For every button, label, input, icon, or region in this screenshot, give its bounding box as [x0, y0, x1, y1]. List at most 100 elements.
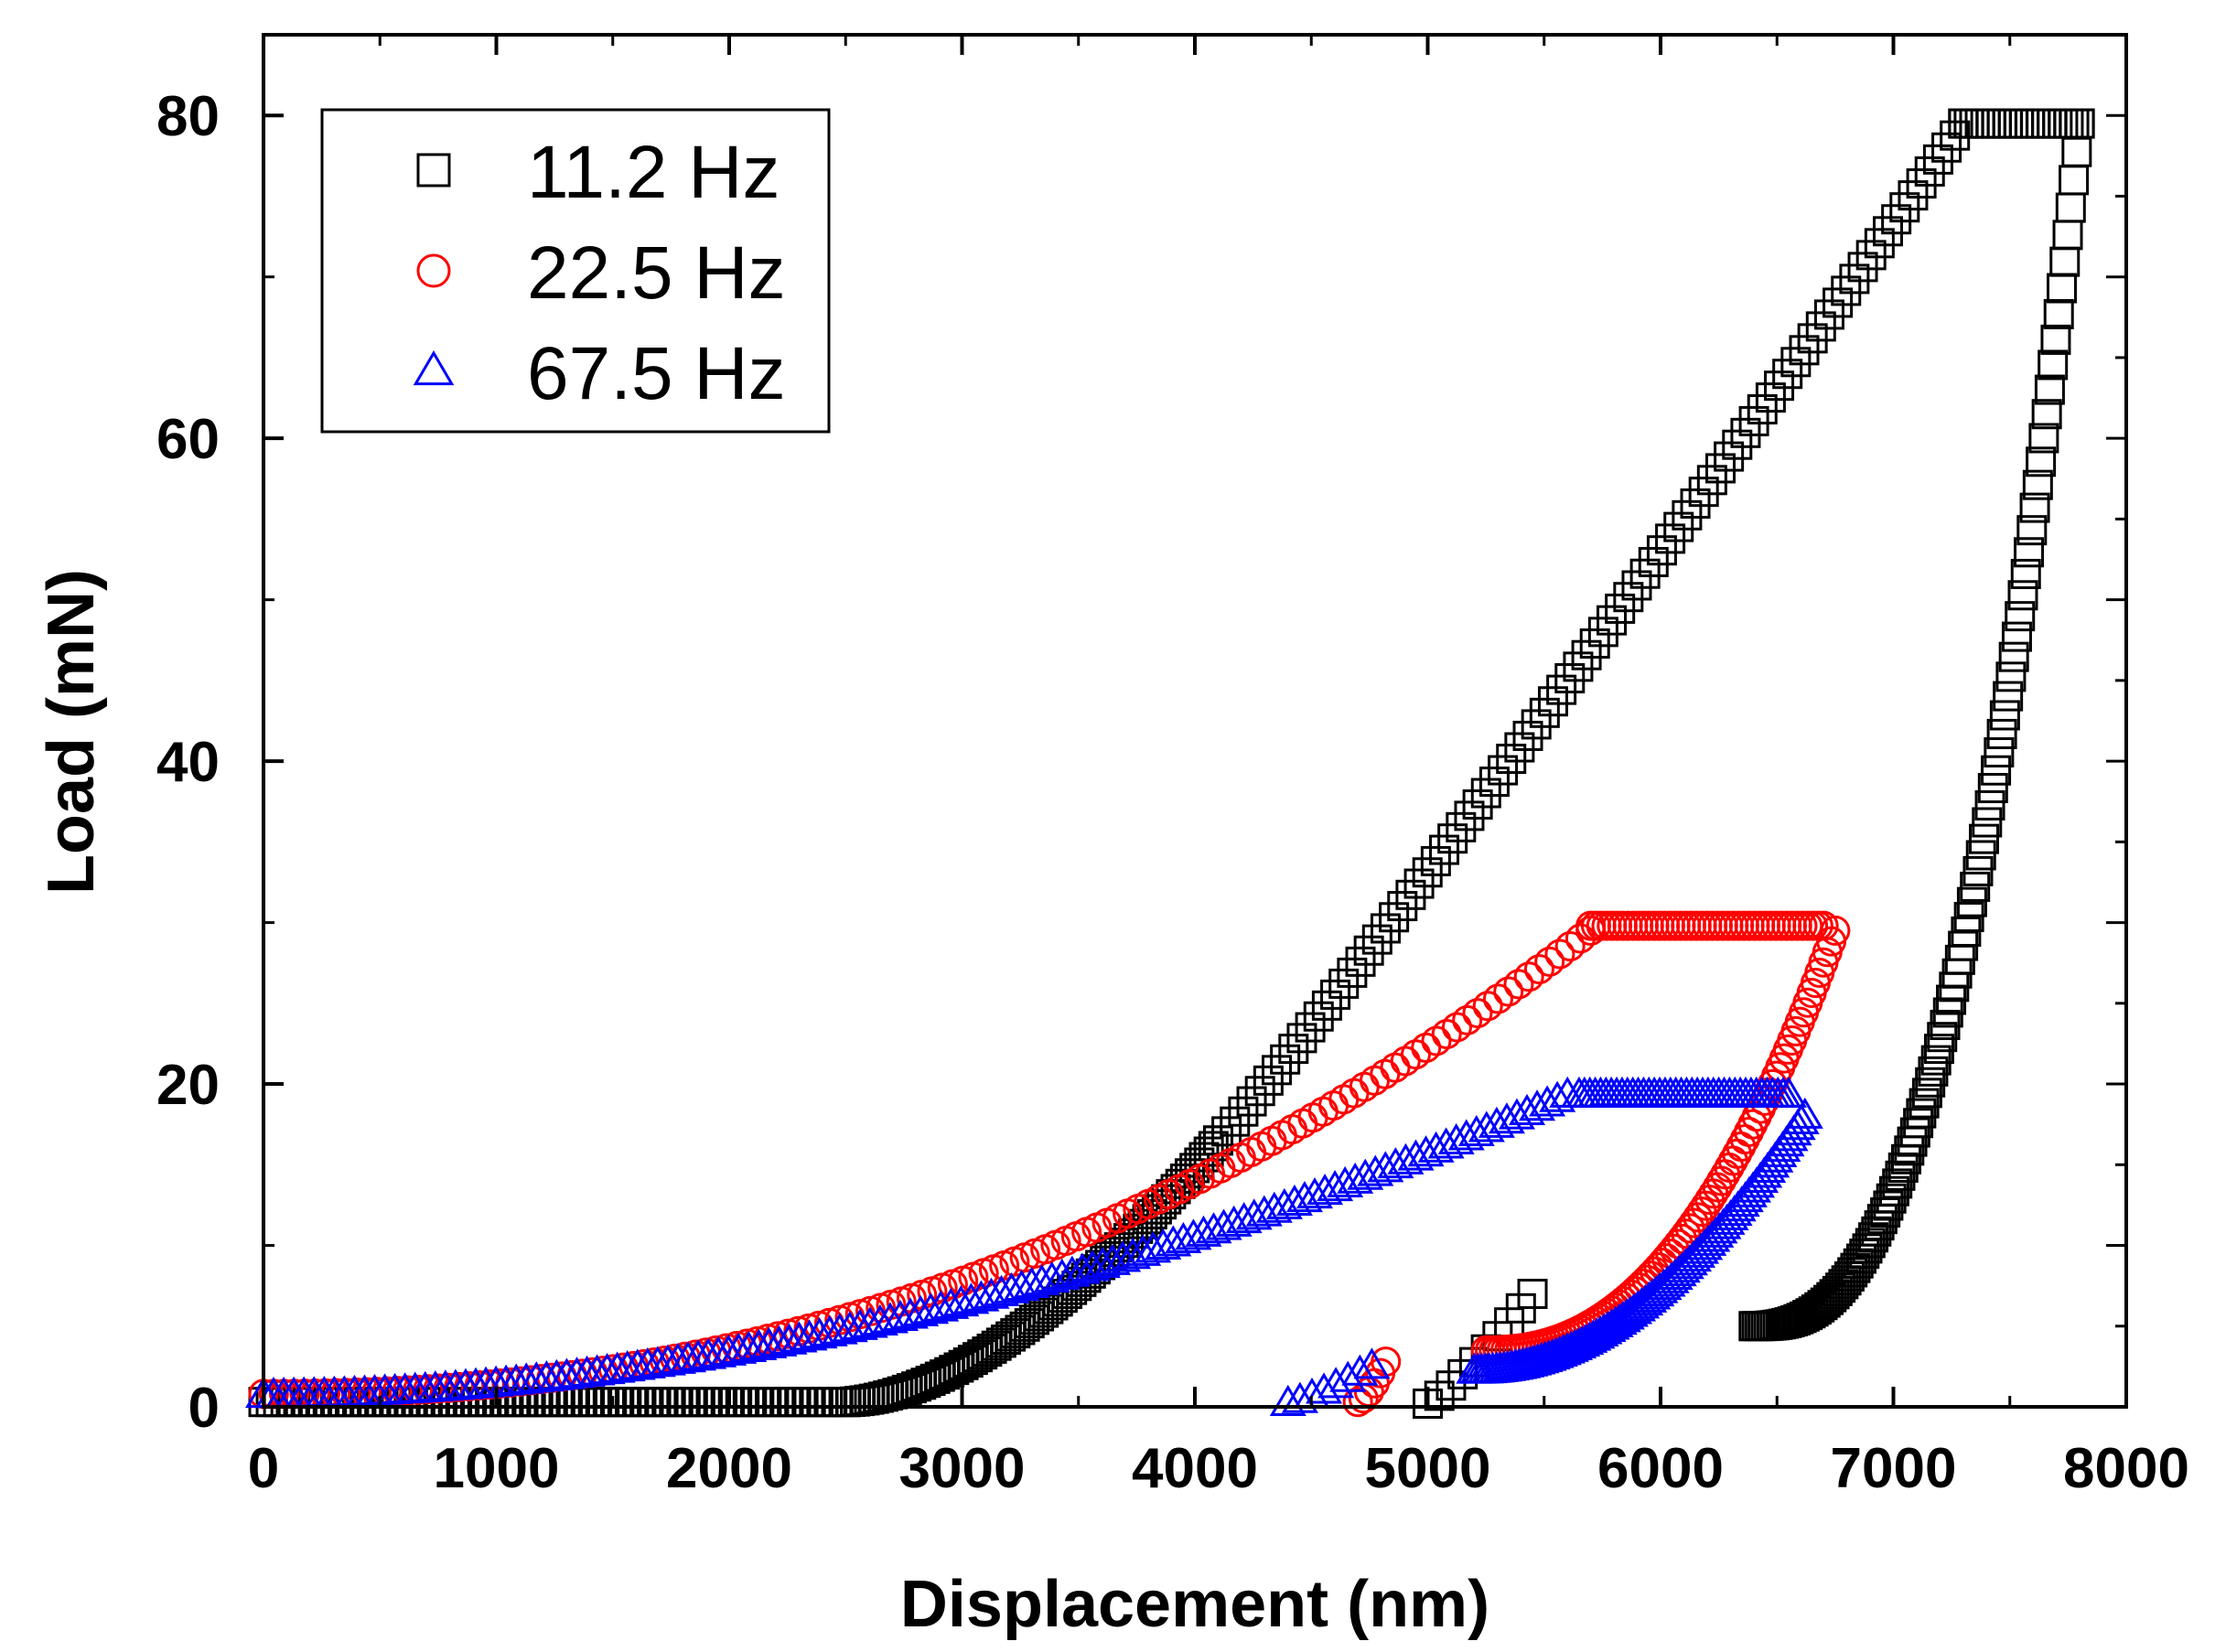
data-point — [1872, 216, 1903, 247]
data-point — [1539, 1080, 1576, 1112]
data-point — [1755, 382, 1786, 413]
data-point — [1823, 287, 1854, 318]
data-point — [2022, 469, 2053, 500]
data-point — [821, 1313, 858, 1345]
data-point — [1470, 778, 1501, 809]
data-point — [1441, 1012, 1472, 1043]
y-axis-title: Load (mN) — [35, 569, 108, 895]
legend-marker-triangle — [413, 350, 455, 386]
data-point — [1638, 546, 1669, 577]
data-point — [1544, 1334, 1582, 1366]
data-point — [1353, 1347, 1391, 1379]
data-point — [629, 1346, 666, 1378]
data-point — [1541, 1335, 1578, 1368]
data-point — [1972, 807, 2003, 838]
data-point — [1435, 1370, 1467, 1401]
data-point — [1730, 417, 1761, 448]
data-point — [1738, 405, 1769, 436]
data-point — [1452, 1004, 1483, 1035]
data-point — [1898, 180, 1929, 211]
data-marks — [244, 108, 2095, 1419]
data-point — [2014, 537, 2045, 568]
data-point — [1674, 1213, 1705, 1244]
data-point — [1646, 535, 1677, 566]
data-point — [1655, 523, 1686, 554]
data-point — [1517, 1278, 1548, 1309]
data-point — [1931, 132, 1962, 163]
legend-label: 67.5 Hz — [527, 332, 786, 415]
data-point — [1885, 1160, 1916, 1191]
data-point — [1446, 811, 1477, 842]
y-tick-label: 80 — [156, 85, 220, 148]
data-point — [1909, 1088, 1940, 1119]
data-point — [1965, 840, 1996, 871]
data-point — [1236, 1086, 1267, 1117]
data-point — [1927, 1022, 1958, 1053]
data-point — [801, 1317, 838, 1349]
data-point — [1887, 1152, 1919, 1183]
data-point — [770, 1323, 808, 1355]
data-point — [1993, 681, 2024, 712]
data-point — [1269, 1384, 1306, 1416]
data-point — [1286, 1023, 1317, 1054]
data-point — [1456, 1352, 1493, 1384]
data-point — [1412, 857, 1443, 888]
data-point — [1831, 275, 1862, 306]
data-point — [1680, 488, 1711, 519]
data-point — [730, 1330, 768, 1362]
series-67-5-Hz — [244, 1076, 1823, 1416]
y-tick-label: 60 — [156, 408, 220, 471]
data-point — [1571, 639, 1602, 670]
x-axis-title: Displacement (nm) — [900, 1568, 1489, 1641]
data-point — [1523, 954, 1554, 985]
data-point — [2028, 423, 2059, 454]
series-22-5-Hz — [248, 910, 1851, 1418]
data-point — [2043, 298, 2074, 329]
data-point — [1228, 1096, 1259, 1127]
data-point — [1855, 240, 1887, 271]
data-point — [1420, 845, 1451, 876]
data-point — [2005, 601, 2036, 632]
x-tick-label: 3000 — [899, 1437, 1026, 1500]
data-point — [1797, 323, 1828, 354]
data-point — [1548, 1332, 1586, 1364]
data-point — [760, 1325, 798, 1357]
data-point — [1678, 1207, 1709, 1239]
data-point — [1437, 823, 1468, 854]
data-point — [831, 1311, 868, 1343]
data-point — [608, 1349, 646, 1382]
data-point — [1813, 299, 1844, 330]
axes: 0 1000 2000 3000 4000 5000 6000 7000 8000 0 20 40 60… — [156, 35, 2189, 1500]
data-point — [2031, 399, 2062, 430]
data-point — [1270, 1044, 1301, 1075]
data-point — [700, 1336, 737, 1368]
data-point — [1537, 1336, 1575, 1368]
data-point — [1881, 204, 1912, 235]
data-point — [680, 1339, 717, 1371]
data-point — [1462, 788, 1493, 820]
data-point — [1361, 924, 1392, 955]
data-point — [1839, 263, 1870, 295]
data-point — [1211, 1116, 1242, 1147]
data-point — [1663, 511, 1694, 542]
data-point — [2010, 558, 2041, 589]
data-point — [1962, 855, 1994, 886]
data-point — [1521, 709, 1552, 740]
data-point — [1986, 718, 2017, 749]
data-point — [1496, 744, 1527, 775]
data-point — [1320, 979, 1351, 1010]
data-point — [1977, 773, 2008, 804]
data-point — [841, 1308, 878, 1340]
data-point — [1764, 370, 1795, 402]
data-point — [1974, 789, 2005, 821]
legend-box — [320, 108, 831, 434]
data-point — [2040, 324, 2071, 355]
data-point — [1930, 1009, 1961, 1040]
y-tick-label: 40 — [156, 731, 220, 794]
data-point — [1918, 1056, 1949, 1087]
data-point — [2007, 580, 2038, 611]
data-point — [1493, 976, 1524, 1007]
data-point — [1714, 441, 1745, 472]
data-point — [1563, 651, 1594, 682]
